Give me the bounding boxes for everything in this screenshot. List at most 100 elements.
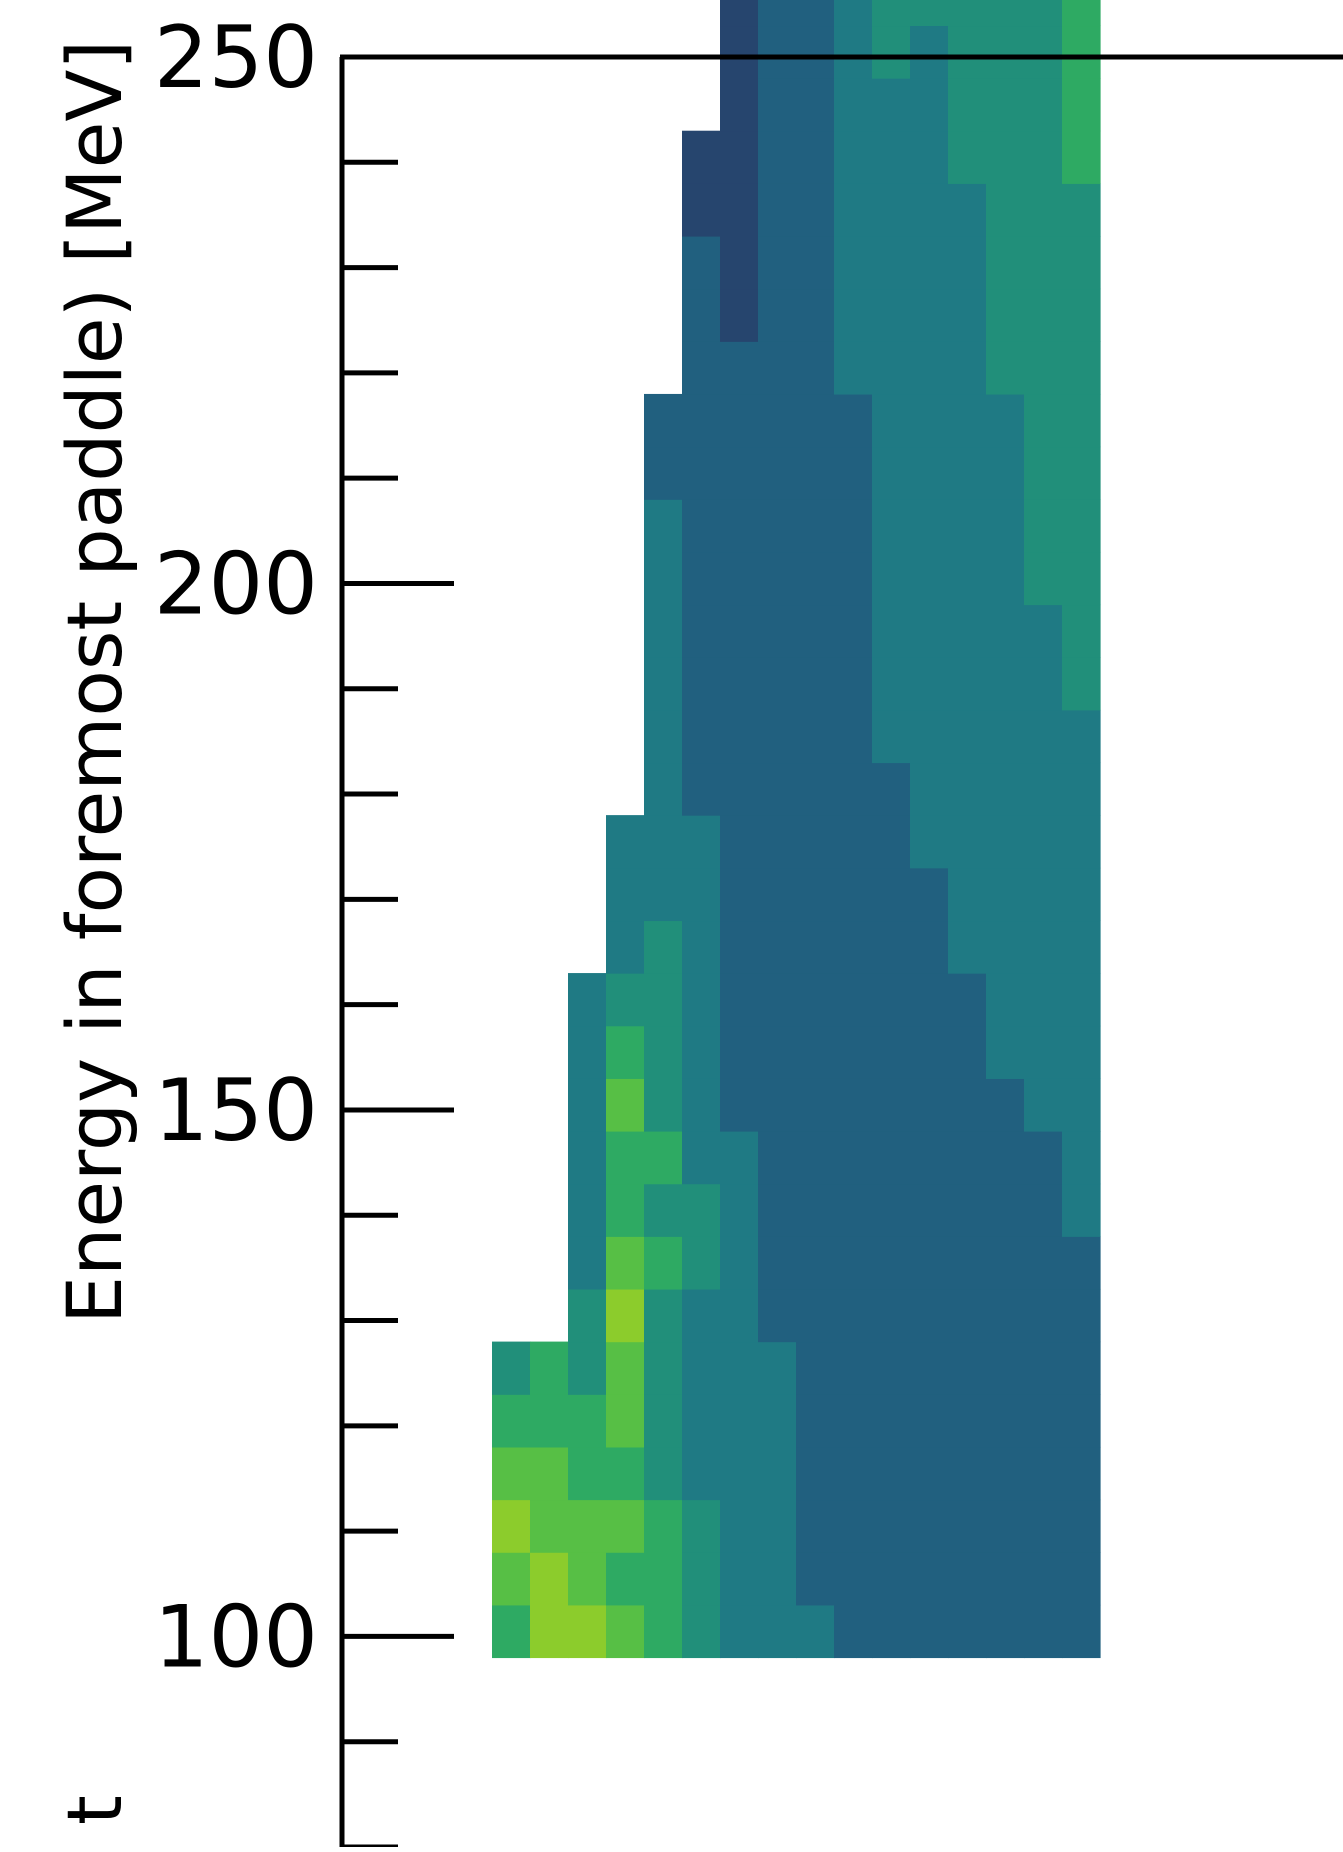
heatmap-cell <box>986 1236 1025 1290</box>
heatmap-cell <box>1024 709 1063 764</box>
heatmap-cell <box>568 1288 607 1343</box>
heatmap-cell <box>758 973 797 1027</box>
heatmap-cell <box>606 1604 645 1659</box>
y-tick-label: 200 <box>154 534 318 634</box>
heatmap-cell <box>682 867 721 922</box>
heatmap-cell <box>644 1236 683 1290</box>
heatmap-cell <box>1062 1604 1101 1659</box>
heatmap-cell <box>910 1446 949 1501</box>
heatmap-cell <box>682 499 721 553</box>
heatmap-cell <box>720 446 759 500</box>
heatmap-cell <box>606 867 645 922</box>
heatmap-cell <box>834 78 873 132</box>
y-axis-label: Energy in foremost paddle) [MeV] <box>50 40 139 1324</box>
y-axis <box>339 54 1343 1847</box>
heatmap-cell <box>948 1552 987 1606</box>
heatmap-cell <box>796 709 835 764</box>
heatmap-cell <box>834 1078 873 1132</box>
heatmap-cell <box>758 446 797 500</box>
heatmap-cell <box>910 709 949 764</box>
heatmap-cell <box>720 1236 759 1290</box>
heatmap-cell <box>1024 499 1063 553</box>
heatmap-cell <box>644 1446 683 1501</box>
heatmap-cell <box>720 236 759 290</box>
heatmap-cell <box>986 920 1025 974</box>
heatmap-cell <box>872 130 911 184</box>
heatmap-cells <box>492 0 1101 1659</box>
heatmap-cell <box>948 1341 987 1395</box>
heatmap-cell <box>1024 236 1063 290</box>
heatmap-cell <box>606 1183 645 1237</box>
heatmap-cell <box>1024 604 1063 658</box>
heatmap-cell <box>1024 1078 1063 1132</box>
heatmap-cell <box>682 446 721 500</box>
heatmap-cell <box>1062 288 1101 342</box>
y-tick-labels: 100 150 200 250 <box>154 8 318 1687</box>
heatmap-cell <box>644 1025 683 1079</box>
heatmap-cell <box>720 78 759 132</box>
heatmap-cell <box>682 1446 721 1501</box>
heatmap-cell <box>758 78 797 132</box>
heatmap-cell <box>758 341 797 395</box>
heatmap-cell <box>948 551 987 606</box>
heatmap-cell <box>492 1394 531 1448</box>
heatmap-cell <box>910 499 949 553</box>
heatmap-cell <box>796 1025 835 1079</box>
heatmap-cell <box>1062 1236 1101 1290</box>
heatmap-cell <box>834 920 873 974</box>
heatmap-cell <box>910 183 949 237</box>
heatmap-cell <box>834 657 873 711</box>
heatmap-cell <box>796 1078 835 1132</box>
heatmap-cell <box>530 1394 569 1448</box>
heatmap-cell <box>986 973 1025 1027</box>
heatmap-cell <box>682 1288 721 1343</box>
heatmap-cell <box>834 1288 873 1343</box>
heatmap-cell <box>834 393 873 448</box>
heatmap-cell <box>872 78 911 132</box>
heatmap-cell <box>834 1183 873 1237</box>
heatmap-cell <box>948 1025 987 1079</box>
heatmap-cell <box>1024 288 1063 342</box>
heatmap-cell <box>758 393 797 448</box>
y-tick-label: 100 <box>154 1587 318 1687</box>
heatmap-cell <box>872 709 911 764</box>
heatmap-cell <box>530 1499 569 1553</box>
heatmap-cell <box>758 1394 797 1448</box>
heatmap-cell <box>644 1604 683 1659</box>
heatmap-cell <box>720 604 759 658</box>
heatmap-cell <box>986 1499 1025 1553</box>
heatmap-cell <box>1024 1341 1063 1395</box>
heatmap-cell <box>986 1131 1025 1185</box>
heatmap-cell <box>1024 1604 1063 1659</box>
heatmap-cell <box>986 446 1025 500</box>
heatmap-cell <box>796 341 835 395</box>
heatmap-cell <box>948 815 987 869</box>
heatmap-cell <box>986 1446 1025 1501</box>
heatmap-cell <box>834 709 873 764</box>
heatmap-cell <box>568 973 607 1027</box>
heatmap-cell <box>872 1236 911 1290</box>
heatmap-cell <box>1024 183 1063 237</box>
heatmap-cell <box>796 1604 835 1659</box>
heatmap-cell <box>644 709 683 764</box>
heatmap-cell <box>986 236 1025 290</box>
heatmap-cell <box>758 288 797 342</box>
heatmap-cell <box>834 1025 873 1079</box>
heatmap-cell <box>1024 973 1063 1027</box>
heatmap-cell <box>1062 78 1101 132</box>
heatmap-cell <box>720 1288 759 1343</box>
heatmap-cell <box>986 1025 1025 1079</box>
heatmap-cell <box>644 867 683 922</box>
heatmap-cell <box>986 288 1025 342</box>
heatmap-cell <box>986 1394 1025 1448</box>
heatmap-cell <box>948 25 987 79</box>
heatmap-cell <box>986 341 1025 395</box>
heatmap-cell <box>606 1025 645 1079</box>
heatmap-cell <box>910 1131 949 1185</box>
heatmap-cell <box>796 1499 835 1553</box>
heatmap-cell <box>910 604 949 658</box>
heatmap-cell <box>948 341 987 395</box>
heatmap-cell <box>948 657 987 711</box>
heatmap-cell <box>872 867 911 922</box>
heatmap-cell <box>1024 551 1063 606</box>
